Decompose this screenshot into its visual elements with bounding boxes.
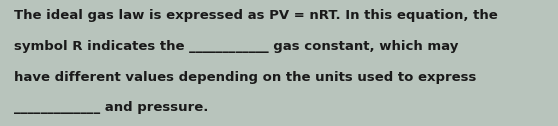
- Text: have different values depending on the units used to express: have different values depending on the u…: [14, 71, 477, 84]
- Text: symbol R indicates the ____________ gas constant, which may: symbol R indicates the ____________ gas …: [14, 40, 458, 53]
- Text: The ideal gas law is expressed as PV = nRT. In this equation, the: The ideal gas law is expressed as PV = n…: [14, 9, 498, 22]
- Text: _____________ and pressure.: _____________ and pressure.: [14, 101, 208, 114]
